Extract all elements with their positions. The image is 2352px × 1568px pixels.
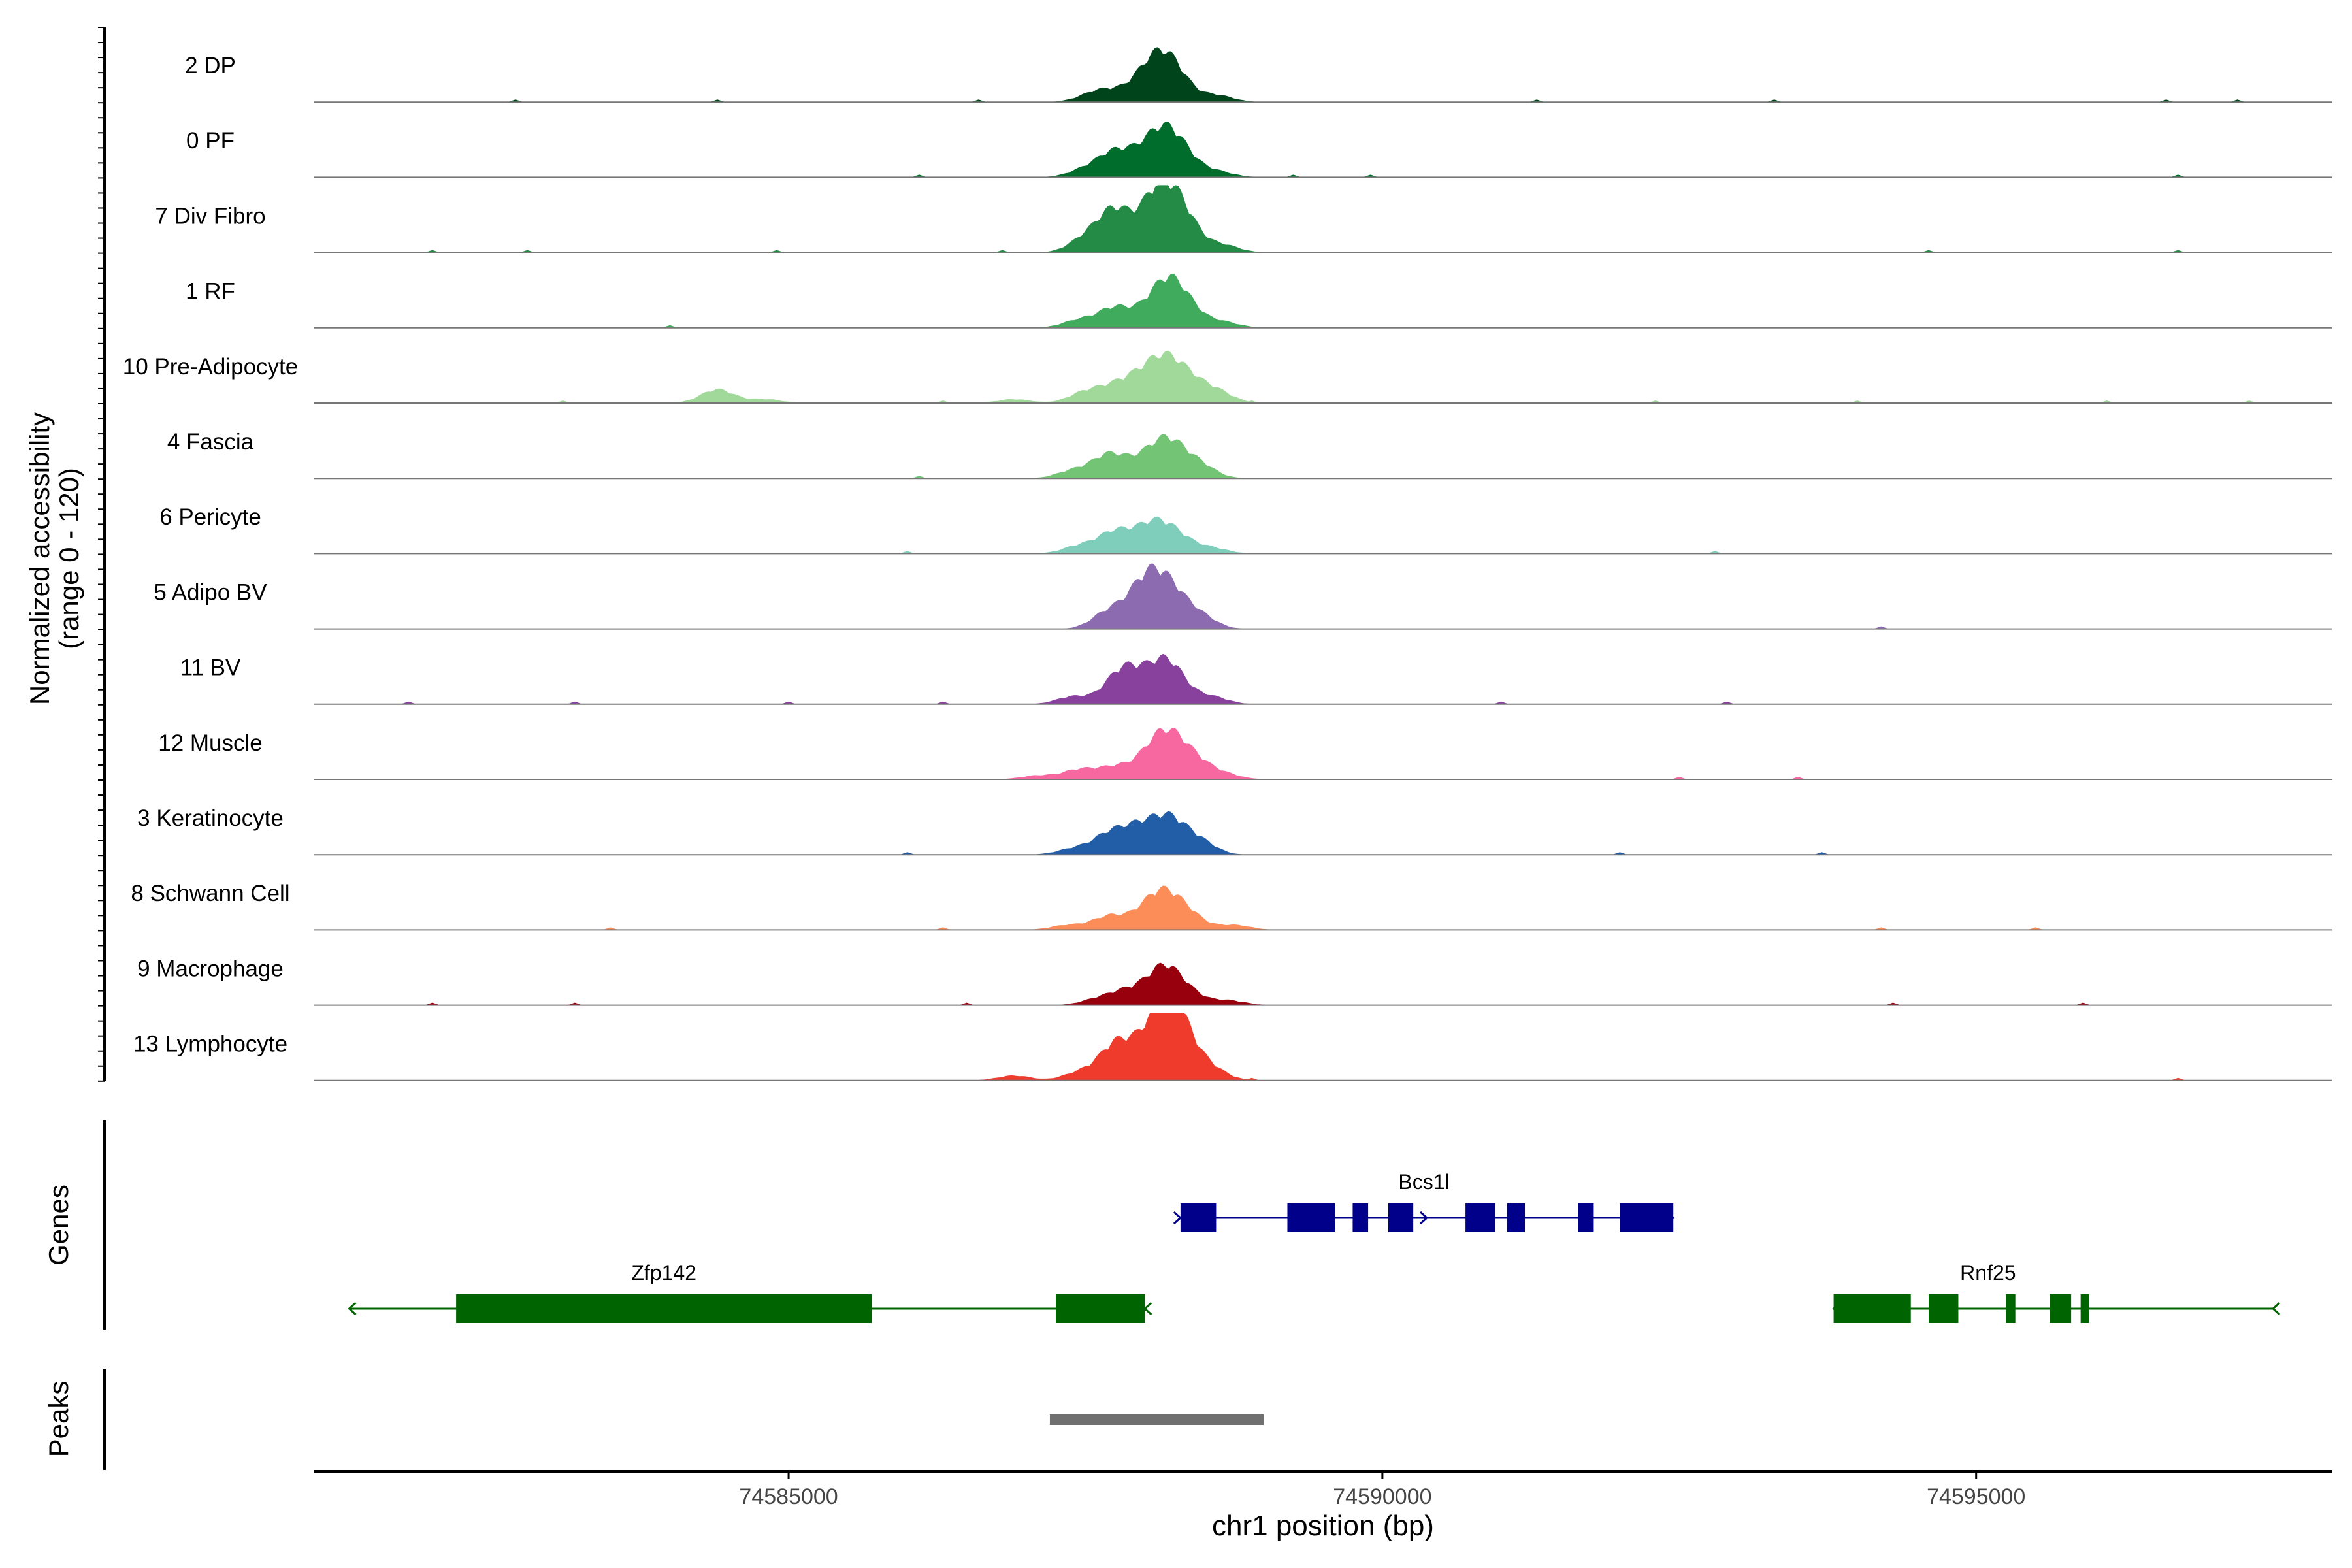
x-tick-label: 74590000 bbox=[1333, 1484, 1431, 1509]
track-label: 1 RF bbox=[186, 279, 235, 304]
track-10: 3 Keratinocyte bbox=[137, 806, 2332, 856]
tracks-y-axis-ticks bbox=[98, 27, 105, 1082]
track-label: 9 Macrophage bbox=[137, 956, 284, 981]
x-tick-label: 74585000 bbox=[739, 1484, 838, 1509]
track-label: 4 Fascia bbox=[167, 429, 254, 455]
coverage-tracks: 2 DP 0 PF 7 Div Fibro 1 RF 10 Pre-Adipocyte 4… bbox=[123, 47, 2332, 1081]
track-label: 11 BV bbox=[180, 655, 241, 681]
track-label: 0 PF bbox=[186, 128, 235, 154]
track-1: 0 PF bbox=[186, 122, 2332, 178]
genes-panel-label: Genes bbox=[43, 1184, 74, 1266]
track-label: 3 Keratinocyte bbox=[137, 806, 284, 831]
track-13: 13 Lymphocyte bbox=[133, 1013, 2332, 1081]
y-axis-title-line2: (range 0 - 120) bbox=[54, 468, 84, 649]
track-label: 8 Schwann Cell bbox=[131, 881, 289, 906]
exon bbox=[1620, 1203, 1674, 1232]
track-label: 7 Div Fibro bbox=[155, 203, 265, 229]
track-label: 10 Pre-Adipocyte bbox=[123, 354, 298, 380]
track-3: 1 RF bbox=[186, 273, 2332, 329]
gene-zfp142: Zfp142 bbox=[348, 1261, 1152, 1323]
exon bbox=[1578, 1203, 1594, 1232]
track-label: 2 DP bbox=[185, 53, 236, 78]
track-label: 13 Lymphocyte bbox=[133, 1032, 287, 1057]
track-6: 6 Pericyte bbox=[159, 504, 2332, 555]
track-11: 8 Schwann Cell bbox=[131, 881, 2332, 931]
exon bbox=[2080, 1294, 2089, 1323]
x-tick-label: 74595000 bbox=[1927, 1484, 2025, 1509]
x-axis-title: chr1 position (bp) bbox=[1212, 1510, 1434, 1542]
exon bbox=[456, 1294, 872, 1323]
track-2: 7 Div Fibro bbox=[155, 185, 2332, 253]
exon bbox=[1833, 1294, 1911, 1323]
exon bbox=[1929, 1294, 1959, 1323]
strand-arrow bbox=[2271, 1301, 2281, 1316]
exon bbox=[1287, 1203, 1335, 1232]
track-0: 2 DP bbox=[185, 47, 2332, 103]
track-5: 4 Fascia bbox=[167, 429, 2332, 480]
peak-region bbox=[1049, 1414, 1264, 1425]
exon bbox=[1388, 1203, 1414, 1232]
track-label: 6 Pericyte bbox=[159, 504, 261, 530]
gene-label: Rnf25 bbox=[1960, 1261, 2016, 1284]
track-label: 5 Adipo BV bbox=[154, 580, 267, 605]
track-label: 12 Muscle bbox=[158, 730, 263, 756]
exon bbox=[2006, 1294, 2016, 1323]
y-axis-title-line1: Normalized accessibility bbox=[24, 412, 55, 705]
gene-rnf25: Rnf25 bbox=[1832, 1261, 2281, 1323]
gene-bcs1l: Bcs1l bbox=[1173, 1170, 1675, 1232]
track-7: 5 Adipo BV bbox=[154, 563, 2332, 630]
strand-arrow bbox=[1173, 1211, 1183, 1225]
exon bbox=[1465, 1203, 1495, 1232]
gene-annotations: Bcs1l Zfp142 Rnf25 bbox=[348, 1170, 2281, 1323]
exon bbox=[1056, 1294, 1145, 1323]
exon bbox=[1507, 1203, 1525, 1232]
gene-label: Bcs1l bbox=[1398, 1170, 1449, 1194]
exon bbox=[2050, 1294, 2072, 1323]
gene-label: Zfp142 bbox=[631, 1261, 696, 1284]
peaks-panel-label: Peaks bbox=[43, 1381, 74, 1458]
exon bbox=[1352, 1203, 1369, 1232]
track-12: 9 Macrophage bbox=[137, 956, 2332, 1006]
exon bbox=[1180, 1203, 1217, 1232]
track-4: 10 Pre-Adipocyte bbox=[123, 350, 2332, 404]
x-axis-ticks: 74585000 74590000 74595000 bbox=[739, 1471, 2025, 1509]
track-9: 12 Muscle bbox=[158, 727, 2332, 780]
peak-regions bbox=[1049, 1414, 1264, 1425]
track-8: 11 BV bbox=[180, 653, 2332, 705]
strand-arrow bbox=[1420, 1211, 1429, 1225]
strand-arrow bbox=[348, 1301, 357, 1316]
